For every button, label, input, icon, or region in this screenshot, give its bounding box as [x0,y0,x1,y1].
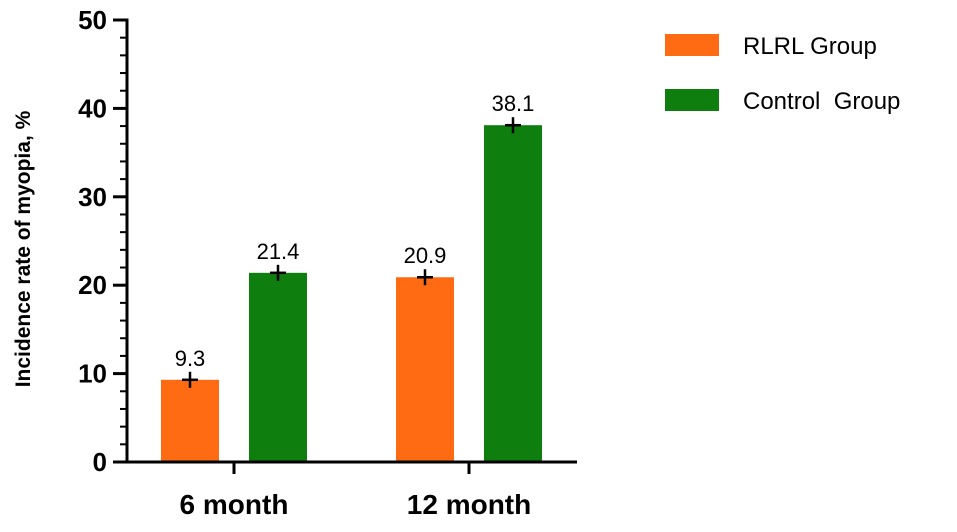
y-axis-label: Incidence rate of myopia, % [12,110,35,387]
y-tick-label: 50 [78,5,107,35]
y-ticks-layer: 0 10 20 30 40 50 [78,5,127,477]
data-label: 9.3 [175,346,206,371]
data-label: 38.1 [492,91,535,116]
y-tick-label: 20 [78,270,107,300]
x-tick-label: 12 month [407,489,531,520]
x-tick-label: 6 month [180,489,289,520]
legend: RLRL Group Control Group [665,33,900,115]
markers-layer [182,117,521,388]
bar [396,277,454,462]
legend-label: Control Group [743,88,900,115]
bar [249,272,307,462]
axes-layer [125,18,577,464]
x-ticks-layer: 6 month 12 month [180,462,531,520]
legend-swatch [665,34,719,56]
legend-swatch [665,89,719,111]
y-tick-label: 40 [78,93,107,123]
data-labels-layer: 9.3 21.4 20.9 38.1 [175,91,535,371]
y-tick-label: 30 [78,182,107,212]
data-label: 20.9 [404,243,447,268]
y-tick-label: 0 [93,447,107,477]
data-label: 21.4 [257,239,300,264]
bar [484,125,542,463]
y-tick-label: 10 [78,359,107,389]
bars-layer [161,125,542,463]
legend-label: RLRL Group [743,33,877,60]
bar [161,379,219,462]
